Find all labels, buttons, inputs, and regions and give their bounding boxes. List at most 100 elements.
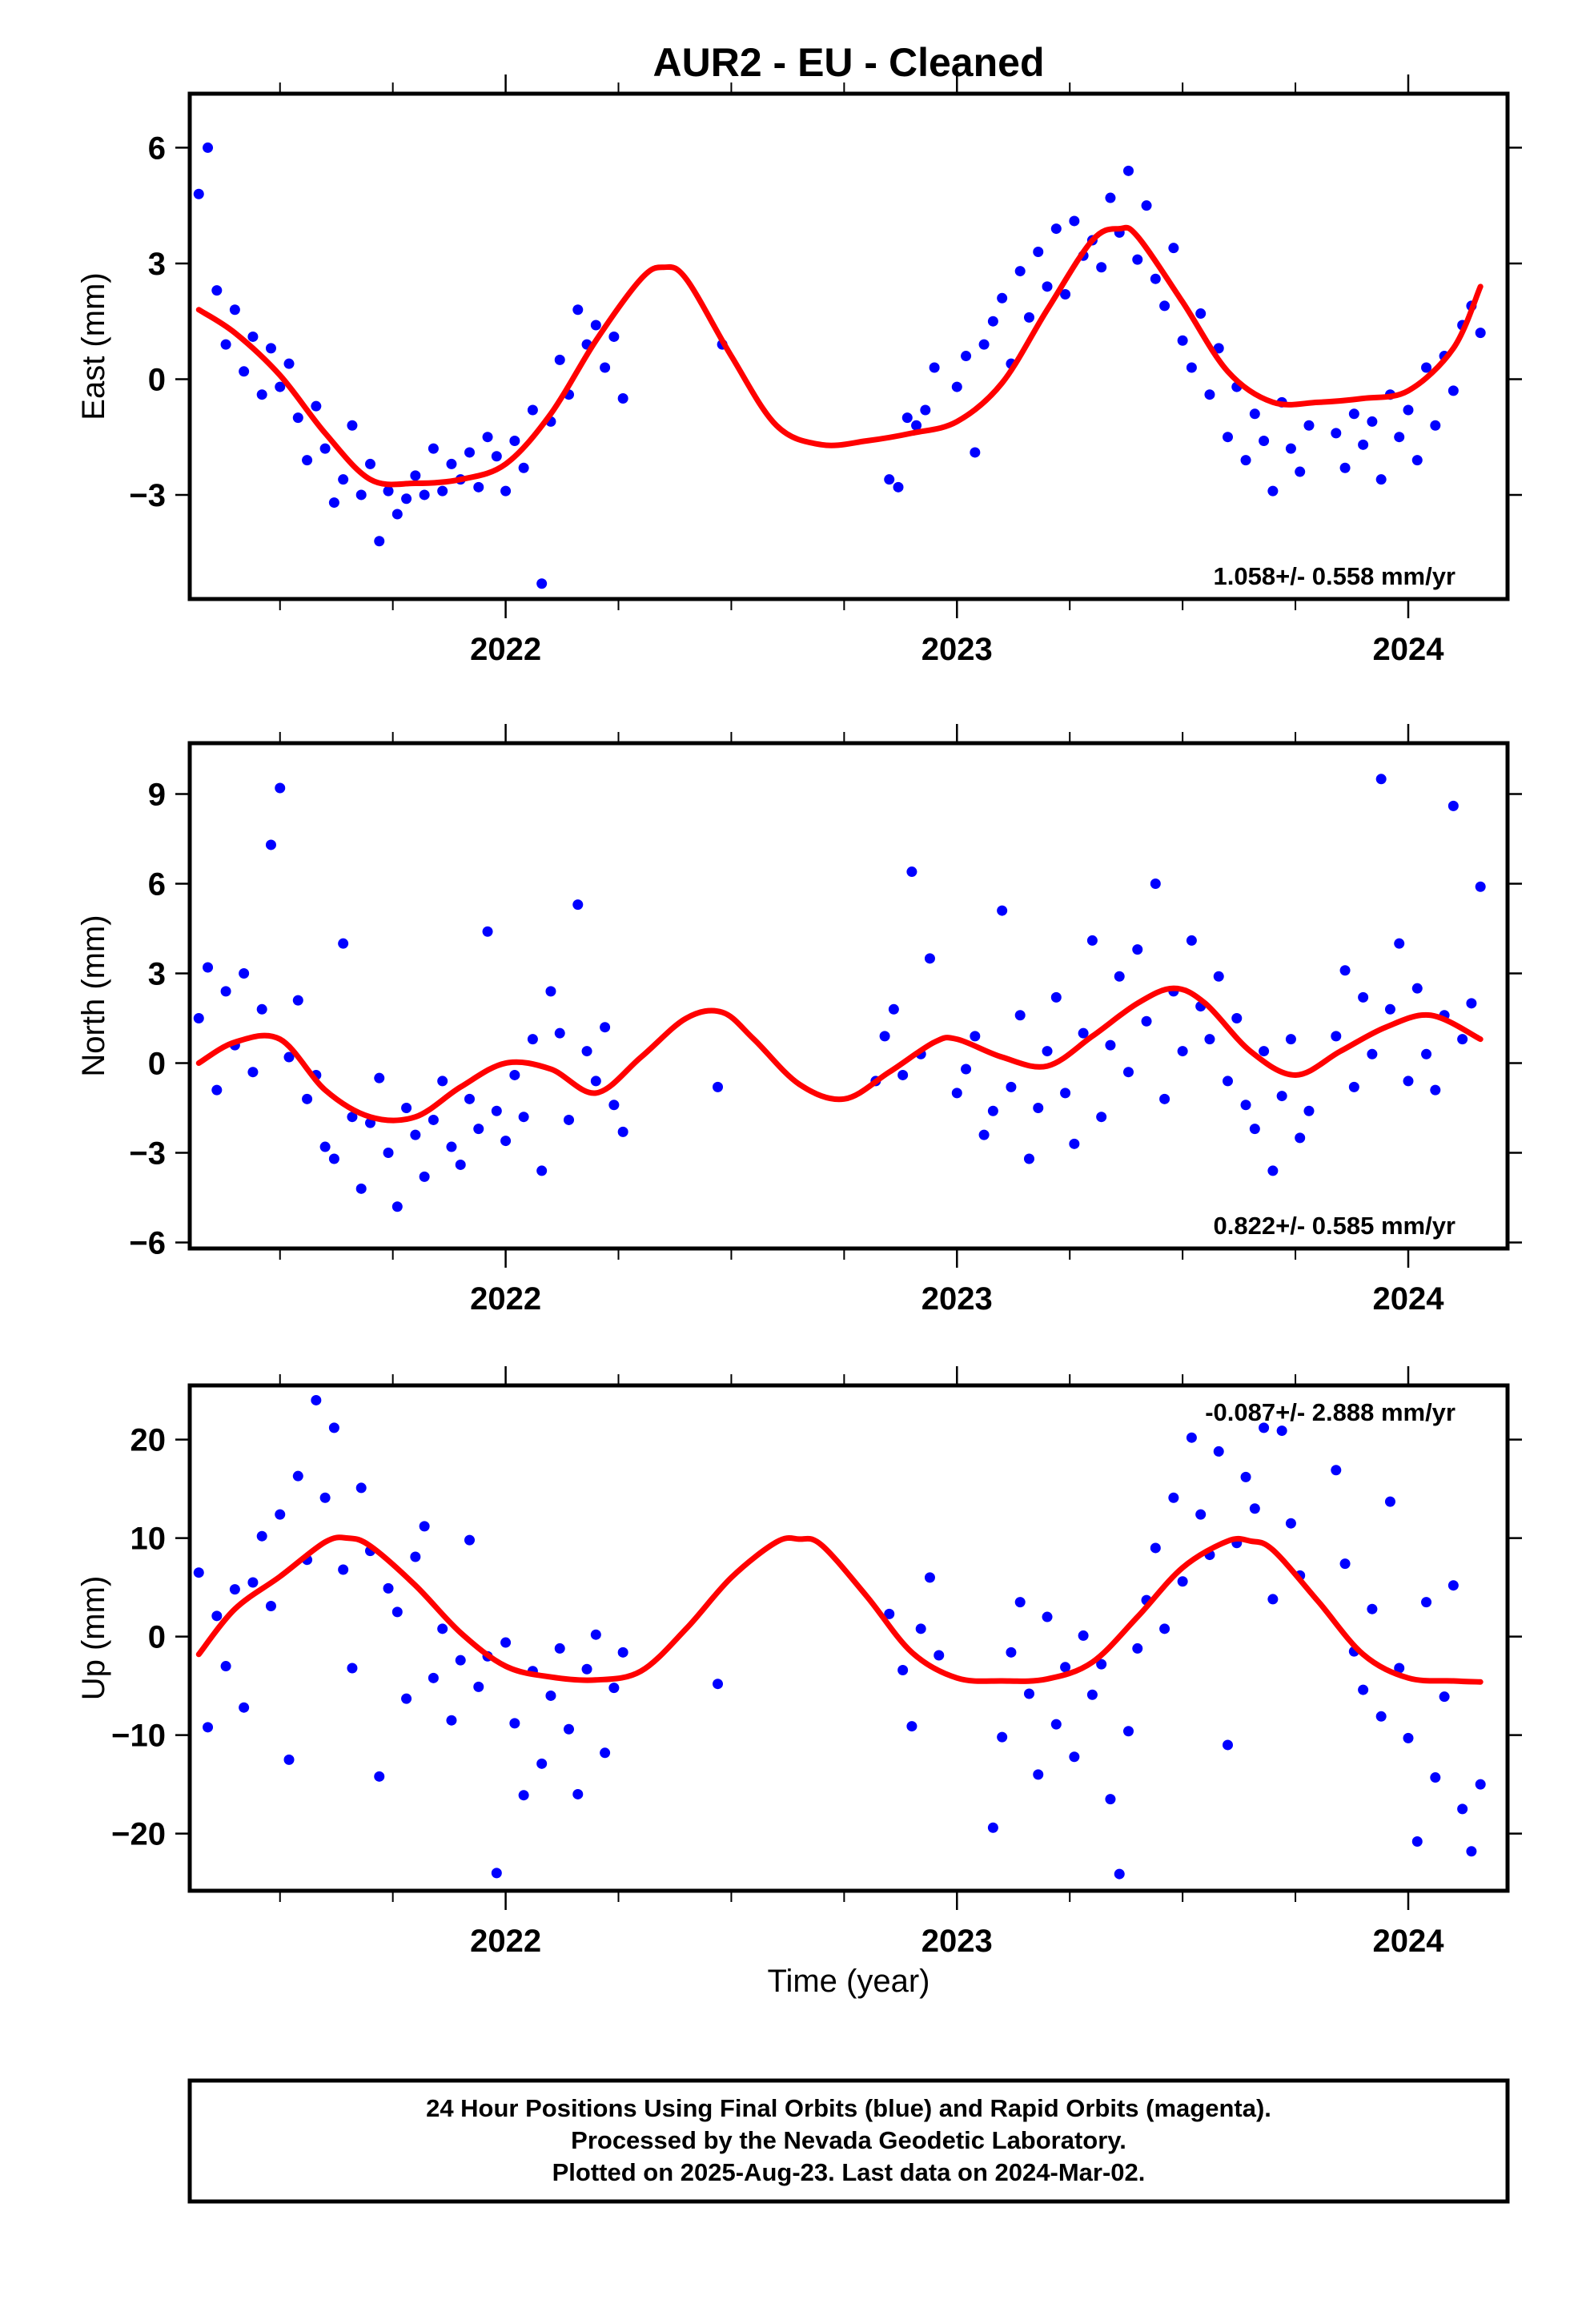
north-y-tick-label: 6 <box>148 866 166 902</box>
north-x-tick-label: 2023 <box>921 1281 993 1317</box>
up-data-point <box>311 1394 322 1405</box>
north-data-point <box>247 1067 259 1078</box>
east-data-point <box>482 432 493 443</box>
east-data-point <box>1295 466 1306 477</box>
north-y-tick-label: 3 <box>148 956 166 991</box>
north-minor-ticks <box>279 732 1297 1260</box>
north-data-point <box>617 1126 628 1137</box>
up-plot-frame <box>187 1383 1510 1893</box>
north-data-point <box>1303 1105 1315 1116</box>
up-data-point <box>1430 1772 1441 1783</box>
east-minor-ticks <box>279 82 1297 610</box>
up-data-point <box>473 1681 484 1692</box>
north-data-point <box>1132 944 1143 955</box>
up-data-point <box>464 1534 475 1546</box>
north-y-tick-label: 9 <box>148 777 166 812</box>
east-data-point <box>500 485 512 497</box>
east-data-point <box>1240 455 1251 466</box>
north-data-point <box>292 995 303 1006</box>
east-data-point <box>1367 416 1378 427</box>
north-data-point <box>211 1084 223 1096</box>
north-data-point <box>437 1076 448 1087</box>
north-panel: 2022 2023 2024 −6 −3 0 3 6 9 North (mm) 0.822+/- 0… <box>76 724 1522 1317</box>
north-data-point <box>1105 1039 1116 1051</box>
north-data-point <box>1267 1165 1279 1176</box>
footer-box: 24 Hour Positions Using Final Orbits (bl… <box>187 2078 1510 2204</box>
east-panel: 2022 2023 2024 −3 0 3 6 East (mm) 1.058+/- 0.558… <box>76 74 1522 667</box>
up-data-point <box>275 1509 286 1520</box>
east-data-point <box>211 285 223 296</box>
up-data-point <box>897 1664 909 1675</box>
east-data-point <box>1204 389 1215 400</box>
north-y-tick-label: 0 <box>148 1047 166 1082</box>
up-data-point <box>1331 1465 1342 1476</box>
north-data-point <box>1122 1067 1134 1078</box>
up-x-tick-label: 2024 <box>1372 1924 1444 1959</box>
north-data-point <box>338 938 349 949</box>
up-data-point <box>1249 1503 1260 1514</box>
north-data-point <box>1033 1103 1044 1114</box>
east-data-point <box>383 485 394 497</box>
up-data-point <box>1159 1623 1170 1634</box>
north-data-point <box>1086 935 1098 946</box>
east-data-point <box>920 404 931 416</box>
north-data-point <box>951 1088 962 1099</box>
east-data-point <box>929 362 940 373</box>
east-data-point <box>491 451 502 462</box>
up-data-point <box>500 1637 512 1648</box>
east-data-point <box>1195 308 1207 320</box>
north-data-point <box>1186 935 1197 946</box>
north-data-point <box>1403 1076 1414 1087</box>
north-data-point <box>239 967 250 979</box>
north-data-point <box>1150 878 1161 889</box>
east-y-axis-label: East (mm) <box>76 272 111 420</box>
north-data-point <box>220 986 231 997</box>
up-data-point <box>283 1754 295 1765</box>
north-data-point <box>1339 965 1351 976</box>
north-data-point <box>328 1153 339 1164</box>
east-data-point <box>884 474 895 485</box>
east-y-tick-label: 6 <box>148 131 166 166</box>
east-x-tick-label: 2022 <box>470 632 541 667</box>
east-data-point <box>987 316 998 327</box>
east-data-point <box>509 436 520 447</box>
north-data-point <box>319 1141 331 1152</box>
up-data-point <box>1367 1603 1378 1614</box>
east-data-point <box>1050 223 1062 235</box>
up-data-point <box>924 1572 935 1583</box>
north-data-point <box>401 1103 412 1114</box>
east-y-tick-label: 0 <box>148 362 166 397</box>
east-data-point <box>1430 420 1441 431</box>
north-data-point <box>997 905 1008 916</box>
north-data-layer <box>193 774 1486 1212</box>
up-data-point <box>1457 1803 1468 1815</box>
up-data-point <box>383 1582 394 1594</box>
east-data-point <box>1475 328 1486 339</box>
up-x-tick-label: 2023 <box>921 1924 993 1959</box>
east-plot-frame <box>187 91 1510 601</box>
east-data-point <box>437 485 448 497</box>
east-data-point <box>401 493 412 505</box>
up-data-point <box>608 1683 620 1694</box>
up-data-point <box>193 1567 204 1578</box>
up-data-point <box>1105 1794 1116 1805</box>
north-data-point <box>1430 1084 1441 1096</box>
north-data-point <box>1240 1100 1251 1111</box>
east-data-point <box>1358 439 1369 450</box>
north-data-point <box>1177 1046 1188 1057</box>
north-data-point <box>1042 1046 1053 1057</box>
up-y-tick-label: −10 <box>111 1719 166 1754</box>
up-data-point <box>545 1690 556 1701</box>
up-data-point <box>229 1584 240 1595</box>
up-data-point <box>1114 1868 1125 1880</box>
east-y-tick-label: 3 <box>148 247 166 282</box>
east-data-point <box>961 351 972 362</box>
up-data-point <box>509 1718 520 1729</box>
north-data-point <box>473 1124 484 1135</box>
east-data-layer <box>193 142 1486 589</box>
east-data-point <box>1259 436 1270 447</box>
east-data-point <box>239 366 250 377</box>
up-data-point <box>600 1747 611 1759</box>
up-data-point <box>1384 1496 1395 1507</box>
